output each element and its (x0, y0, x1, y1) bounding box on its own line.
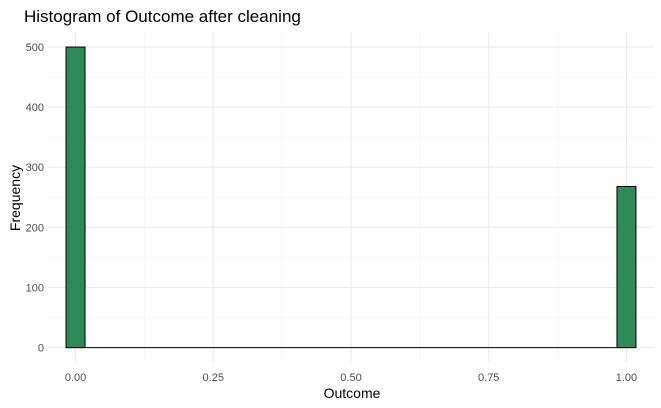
x-tick-label: 0.50 (340, 372, 361, 384)
y-tick-label: 500 (26, 42, 44, 54)
x-tick-label: 0.75 (478, 372, 499, 384)
y-tick-label: 300 (26, 162, 44, 174)
y-tick-label: 400 (26, 102, 44, 114)
x-tick-label: 1.00 (616, 372, 637, 384)
y-axis-label: Frequency (7, 165, 23, 231)
x-axis-ticks: 0.00 0.25 0.50 0.75 1.00 (65, 372, 637, 384)
y-tick-label: 100 (26, 282, 44, 294)
grid (48, 32, 654, 362)
chart-title: Histogram of Outcome after cleaning (24, 7, 301, 26)
y-tick-label: 0 (38, 343, 44, 355)
y-tick-label: 200 (26, 222, 44, 234)
y-axis-ticks: 0 100 200 300 400 500 (26, 42, 44, 355)
histogram-bar (616, 185, 637, 349)
x-axis-label: Outcome (324, 385, 381, 401)
histogram-bar (65, 46, 86, 349)
x-tick-label: 0.00 (65, 372, 86, 384)
x-tick-label: 0.25 (203, 372, 224, 384)
